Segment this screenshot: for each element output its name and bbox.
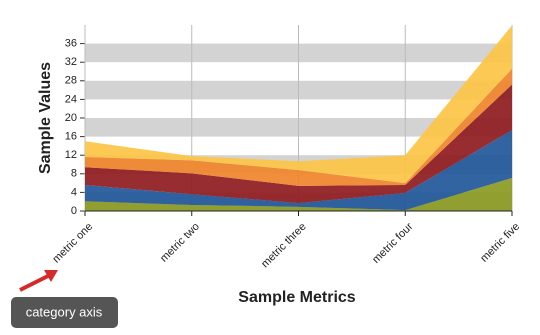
y-tick-label: 0 [71,205,77,217]
y-tick-label: 8 [71,168,77,180]
plot: 0 4 8 12 16 20 24 28 32 36 metric one metric two met… [50,25,522,270]
y-tick-label: 32 [65,56,77,68]
area [85,84,512,204]
x-tick-label: metric five [478,221,522,265]
y-tick-label: 4 [71,186,77,198]
x-tick-label: metric one [50,221,95,266]
annotation-arrowhead [44,270,58,282]
annotation-arrow [19,273,51,292]
y-axis-title: Sample Values [37,62,54,174]
annotation-text: category axis [26,304,103,319]
area [85,177,512,211]
annotation: category axis [11,270,118,328]
x-axis-title: Sample Metrics [238,289,355,306]
x-tick-label: metric four [370,220,415,265]
x-tick-label: metric three [259,221,309,271]
annotation-box [11,297,118,328]
y-tick-label: 28 [65,75,77,87]
y-tick-label: 12 [65,149,77,161]
y-tick-label: 24 [65,93,77,105]
y-tick-label: 20 [65,112,77,124]
area [85,130,512,211]
y-tick-label: 36 [65,38,77,50]
x-tick-label: metric two [158,221,202,265]
y-tick-label: 16 [65,131,77,143]
